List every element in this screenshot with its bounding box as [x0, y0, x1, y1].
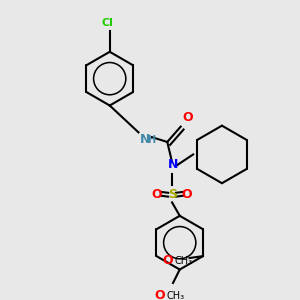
Text: O: O	[183, 111, 193, 124]
Text: O: O	[182, 188, 192, 201]
Text: N: N	[168, 158, 178, 171]
Text: S: S	[168, 188, 177, 201]
Text: Cl: Cl	[101, 18, 113, 28]
Text: O: O	[151, 188, 162, 201]
Text: O: O	[155, 289, 165, 300]
Text: H: H	[147, 135, 155, 145]
Text: N: N	[140, 133, 150, 146]
Text: CH₃: CH₃	[166, 291, 184, 300]
Text: CH₃: CH₃	[174, 256, 192, 266]
Text: O: O	[163, 254, 173, 267]
